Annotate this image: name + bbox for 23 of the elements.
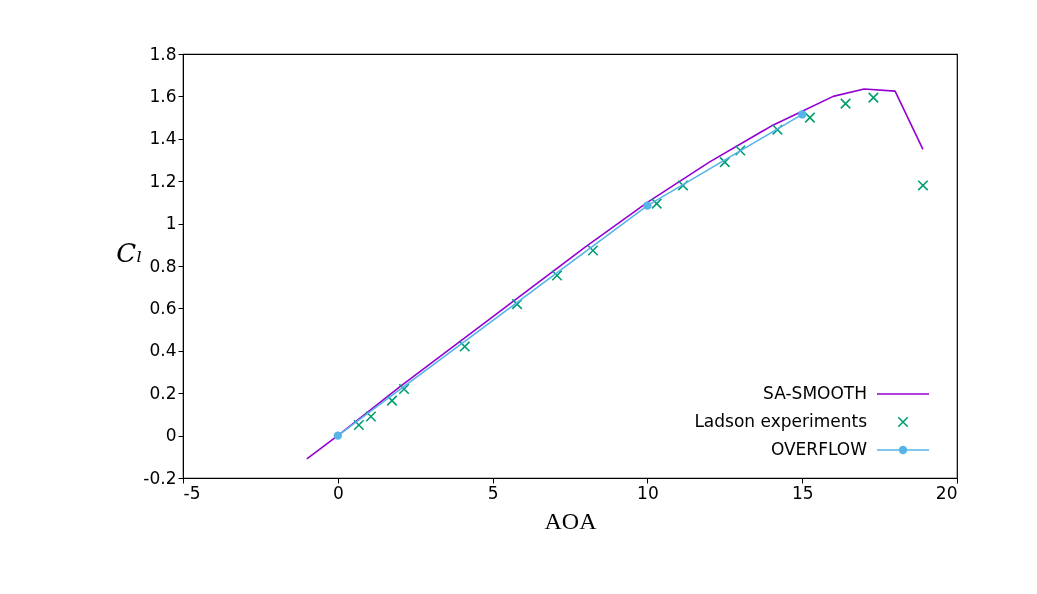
- x-tick-label: 10: [637, 482, 659, 503]
- x-axis-title: AOA: [544, 507, 598, 534]
- line-series: [306, 88, 924, 460]
- y-tick-label: 0.6: [149, 297, 177, 318]
- y-axis-title: Cₗ: [116, 237, 143, 268]
- y-tick-label: 0: [165, 425, 177, 446]
- x-tick-label: 20: [935, 482, 958, 503]
- y-tick-label: 1.2: [149, 170, 177, 191]
- y-tick-label: 0.4: [149, 340, 177, 361]
- legend-label: OVERFLOW: [770, 439, 868, 459]
- y-tick-label: 0.8: [149, 255, 177, 276]
- y-tick-label: 1.4: [149, 128, 177, 149]
- x-tick-label: 15: [791, 482, 814, 503]
- x-tick-label: -5: [183, 482, 201, 503]
- y-tick-label: 1: [165, 213, 177, 234]
- y-tick-label: 1.6: [149, 85, 177, 106]
- x-tick-label: 0: [332, 482, 344, 503]
- y-tick-label: -0.2: [143, 467, 177, 488]
- legend-label: Ladson experiments: [694, 411, 868, 431]
- x-tick-label: 5: [487, 482, 499, 503]
- y-tick-label: 0.2: [149, 382, 177, 403]
- legend-label: SA-SMOOTH: [763, 383, 867, 403]
- y-tick-label: 1.8: [149, 43, 177, 64]
